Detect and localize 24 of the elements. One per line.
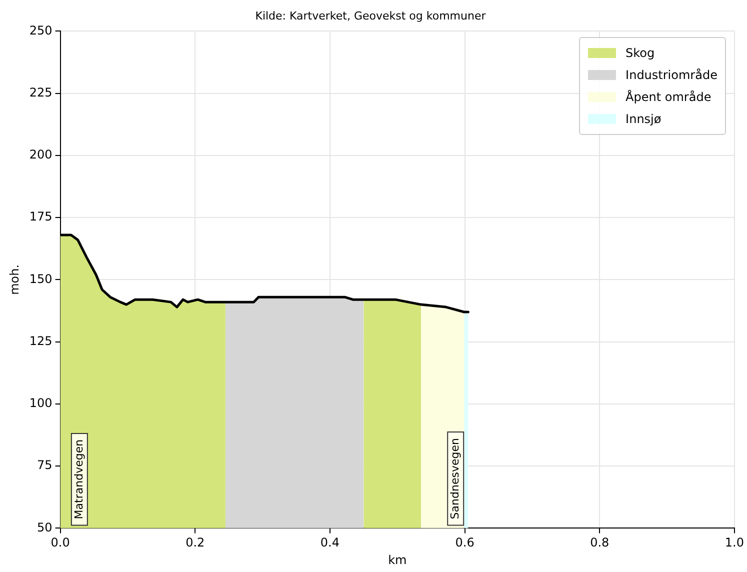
x-tick-label: 0.6 — [455, 536, 474, 550]
y-tick-label: 225 — [29, 85, 52, 100]
legend-label: Innsjø — [626, 112, 662, 126]
y-tick-label: 150 — [29, 272, 52, 286]
x-tick-label: 0.8 — [590, 536, 610, 550]
y-tick-label: 100 — [29, 396, 52, 410]
y-tick-label: 75 — [37, 458, 52, 472]
legend-label: Skog — [626, 46, 655, 60]
x-tick-label: 0.0 — [50, 536, 70, 550]
x-tick-label: 0.2 — [186, 536, 205, 550]
chart-title: Kilde: Kartverket, Geovekst og kommuner — [255, 9, 486, 22]
x-tick-label: 1.0 — [724, 536, 744, 550]
y-tick-label: 125 — [29, 334, 52, 348]
x-axis-title: km — [388, 552, 407, 567]
annotation: Sandnesvegen — [448, 438, 462, 520]
x-tick-label: 0.4 — [320, 536, 340, 550]
y-tick-label: 50 — [37, 520, 52, 534]
legend-label: Åpent område — [626, 90, 712, 104]
y-axis-title: moh. — [7, 264, 22, 295]
legend-label: Industriområde — [626, 68, 718, 82]
y-tick-label: 250 — [29, 23, 52, 38]
y-tick-label: 175 — [29, 210, 52, 224]
y-tick-label: 200 — [29, 148, 52, 162]
annotation: Matrandvegen — [72, 439, 86, 520]
